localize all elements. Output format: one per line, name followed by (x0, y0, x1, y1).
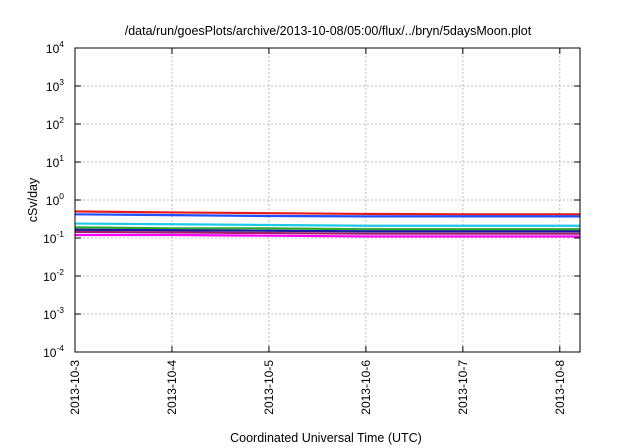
y-tick-base: 10 (43, 308, 57, 322)
x-tick-label: 2013-10-6 (359, 360, 373, 415)
y-tick-label: 104 (46, 39, 64, 56)
y-tick-exponent: -2 (56, 267, 64, 277)
y-tick-label: 100 (46, 191, 64, 208)
x-tick-label: 2013-10-5 (262, 360, 276, 415)
grid-lines (75, 48, 580, 352)
y-tick-base: 10 (46, 118, 60, 132)
y-tick-label: 103 (46, 77, 64, 94)
y-tick-base: 10 (43, 270, 57, 284)
series-line-5 (74, 228, 580, 233)
series-line-7 (75, 233, 580, 238)
y-tick-exponent: 0 (59, 191, 64, 201)
x-axis-label: Coordinated Universal Time (UTC) (230, 431, 422, 445)
series-layer (74, 210, 580, 238)
x-tick-label: 2013-10-7 (456, 360, 470, 415)
x-tick-label: 2013-10-3 (68, 360, 82, 415)
y-tick-label: 102 (46, 115, 64, 132)
y-tick-exponent: -1 (56, 229, 64, 239)
series-line-6 (74, 230, 580, 235)
x-tick-label: 2013-10-8 (553, 360, 567, 415)
y-tick-label: 101 (46, 153, 64, 170)
y-axis-label: cSv/day (26, 177, 40, 222)
y-tick-exponent: 3 (59, 77, 64, 87)
y-tick-base: 10 (46, 42, 60, 56)
y-tick-exponent: -4 (56, 343, 64, 353)
x-axis: 2013-10-3 2013-10-4 2013-10-5 2013-10-6 2013… (68, 48, 567, 415)
y-tick-base: 10 (43, 346, 57, 360)
y-tick-base: 10 (46, 194, 60, 208)
y-tick-exponent: 2 (59, 115, 64, 125)
y-tick-base: 10 (46, 156, 60, 170)
y-tick-exponent: 1 (59, 153, 64, 163)
y-tick-exponent: -3 (56, 305, 64, 315)
y-tick-label: 10-1 (43, 229, 64, 246)
series-line-2 (74, 213, 580, 218)
y-tick-base: 10 (46, 80, 60, 94)
x-tick-label: 2013-10-4 (165, 360, 179, 415)
y-tick-label: 10-2 (43, 267, 64, 284)
series-line-3 (74, 222, 580, 227)
series-line-4 (74, 226, 580, 231)
y-tick-exponent: 4 (59, 39, 64, 49)
series-line-1 (74, 210, 580, 216)
y-tick-base: 10 (43, 232, 57, 246)
y-tick-label: 10-4 (43, 343, 64, 360)
y-tick-label: 10-3 (43, 305, 64, 322)
chart-title: /data/run/goesPlots/archive/2013-10-08/0… (125, 24, 532, 38)
